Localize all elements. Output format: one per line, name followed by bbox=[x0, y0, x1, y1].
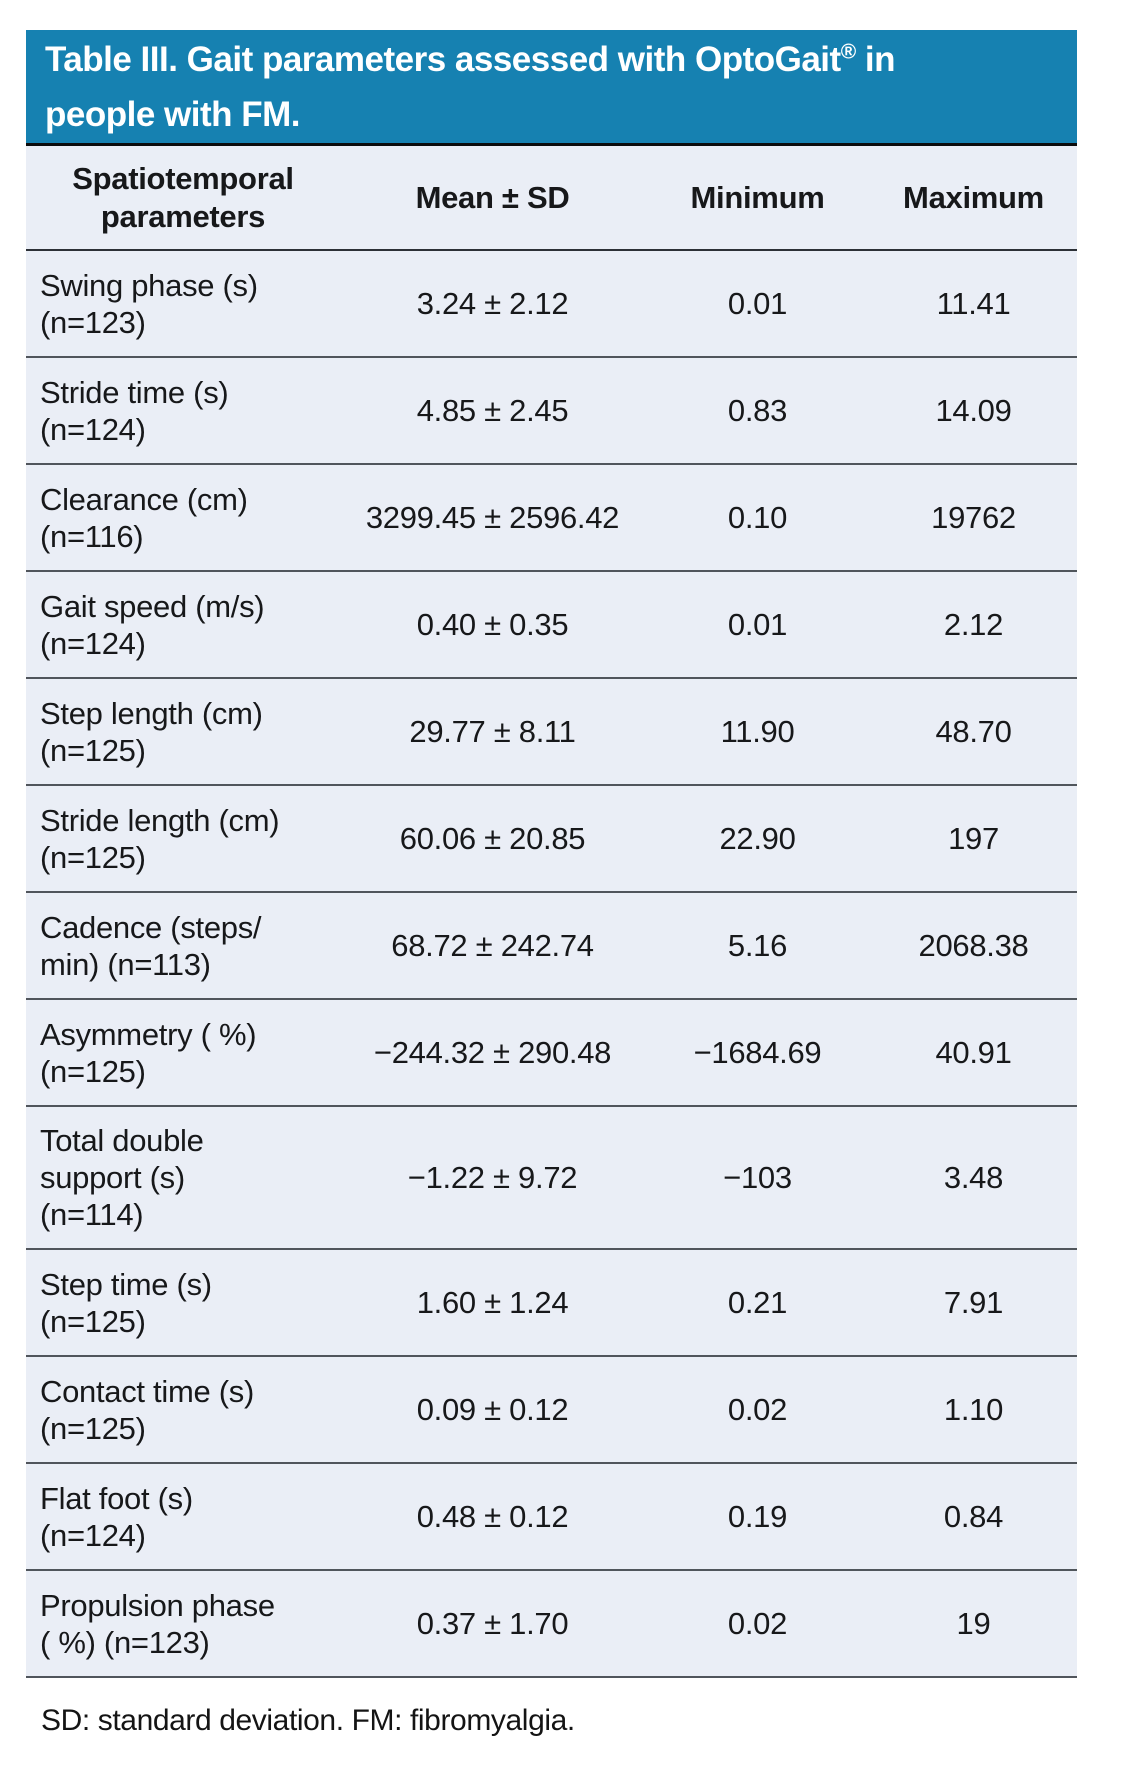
mean-sd-cell: −1.22 ± 9.72 bbox=[407, 1159, 578, 1195]
table-row-swing-phase: Swing phase (s) (n=123) 3.24 ± 2.12 0.01… bbox=[26, 251, 1077, 358]
param-cell: Step length (cm) (n=125) bbox=[40, 695, 263, 768]
max-cell: 7.91 bbox=[943, 1284, 1004, 1320]
table-row-flat-foot: Flat foot (s) (n=124) 0.48 ± 0.12 0.19 0… bbox=[26, 1464, 1077, 1571]
max-cell: 40.91 bbox=[935, 1034, 1012, 1070]
min-cell: 0.19 bbox=[727, 1498, 788, 1534]
column-header-row: Spatiotemporal parameters Mean ± SD Mini… bbox=[26, 146, 1077, 251]
param-cell: Stride time (s) (n=124) bbox=[40, 374, 229, 447]
mean-sd-cell: 4.85 ± 2.45 bbox=[416, 392, 569, 428]
param-cell: Clearance (cm) (n=116) bbox=[40, 481, 248, 554]
param-cell: Gait speed (m/s) (n=124) bbox=[40, 588, 265, 661]
max-cell: 2068.38 bbox=[918, 927, 1029, 963]
param-cell: Total double support (s) (n=114) bbox=[40, 1123, 204, 1232]
min-cell: 0.02 bbox=[727, 1605, 788, 1641]
table-row-stride-length: Stride length (cm) (n=125) 60.06 ± 20.85… bbox=[26, 786, 1077, 893]
mean-sd-cell: 0.37 ± 1.70 bbox=[416, 1605, 569, 1641]
param-cell: Swing phase (s) (n=123) bbox=[40, 267, 258, 340]
table-row-cadence: Cadence (steps/ min) (n=113) 68.72 ± 242… bbox=[26, 893, 1077, 1000]
mean-sd-cell: 3.24 ± 2.12 bbox=[416, 285, 569, 321]
gait-parameters-table: Table III. Gait parameters assessed with… bbox=[26, 30, 1077, 1738]
min-cell: 11.90 bbox=[720, 713, 795, 749]
param-cell: Step time (s) (n=125) bbox=[40, 1266, 212, 1339]
table-row-clearance: Clearance (cm) (n=116) 3299.45 ± 2596.42… bbox=[26, 465, 1077, 572]
min-cell: 0.01 bbox=[727, 285, 788, 321]
min-cell: 0.02 bbox=[727, 1391, 788, 1427]
max-cell: 19762 bbox=[931, 499, 1016, 535]
min-cell: −103 bbox=[723, 1159, 792, 1195]
max-cell: 1.10 bbox=[943, 1391, 1004, 1427]
table-row-total-double-support: Total double support (s) (n=114) −1.22 ±… bbox=[26, 1107, 1077, 1250]
min-cell: 0.01 bbox=[727, 606, 788, 642]
mean-sd-cell: 1.60 ± 1.24 bbox=[416, 1284, 569, 1320]
mean-sd-cell: 0.40 ± 0.35 bbox=[416, 606, 569, 642]
column-header-spatiotemporal-parameters: Spatiotemporal parameters bbox=[72, 160, 294, 234]
param-cell: Contact time (s) (n=125) bbox=[40, 1373, 254, 1446]
mean-sd-cell: 0.09 ± 0.12 bbox=[416, 1391, 569, 1427]
max-cell: 19 bbox=[956, 1605, 991, 1641]
min-cell: 22.90 bbox=[719, 820, 796, 856]
table-row-stride-time: Stride time (s) (n=124) 4.85 ± 2.45 0.83… bbox=[26, 358, 1077, 465]
max-cell: 48.70 bbox=[935, 713, 1012, 749]
table-footnote: SD: standard deviation. FM: fibromyalgia… bbox=[41, 1704, 575, 1737]
table-row-gait-speed: Gait speed (m/s) (n=124) 0.40 ± 0.35 0.0… bbox=[26, 572, 1077, 679]
registered-trademark-symbol: ® bbox=[840, 40, 856, 64]
param-cell: Cadence (steps/ min) (n=113) bbox=[40, 909, 262, 982]
mean-sd-cell: 60.06 ± 20.85 bbox=[399, 820, 586, 856]
title-text-post: in bbox=[855, 40, 896, 79]
min-cell: 0.10 bbox=[727, 499, 788, 535]
table-row-step-time: Step time (s) (n=125) 1.60 ± 1.24 0.21 7… bbox=[26, 1250, 1077, 1357]
table-row-step-length: Step length (cm) (n=125) 29.77 ± 8.11 11… bbox=[26, 679, 1077, 786]
column-header-mean-sd: Mean ± SD bbox=[415, 179, 570, 215]
max-cell: 3.48 bbox=[943, 1159, 1004, 1195]
table-row-contact-time: Contact time (s) (n=125) 0.09 ± 0.12 0.0… bbox=[26, 1357, 1077, 1464]
param-cell: Propulsion phase ( %) (n=123) bbox=[40, 1587, 275, 1660]
mean-sd-cell: 3299.45 ± 2596.42 bbox=[365, 499, 620, 535]
max-cell: 197 bbox=[948, 820, 999, 856]
column-header-minimum: Minimum bbox=[690, 179, 825, 215]
table-row-asymmetry: Asymmetry ( %) (n=125) −244.32 ± 290.48 … bbox=[26, 1000, 1077, 1107]
mean-sd-cell: 68.72 ± 242.74 bbox=[391, 927, 594, 963]
table-row-propulsion-phase: Propulsion phase ( %) (n=123) 0.37 ± 1.7… bbox=[26, 1571, 1077, 1678]
max-cell: 11.41 bbox=[936, 285, 1011, 321]
param-cell: Asymmetry ( %) (n=125) bbox=[40, 1016, 257, 1089]
mean-sd-cell: −244.32 ± 290.48 bbox=[373, 1034, 612, 1070]
title-text-pre: Table III. Gait parameters assessed with… bbox=[45, 40, 841, 79]
param-cell: Stride length (cm) (n=125) bbox=[40, 802, 280, 875]
max-cell: 14.09 bbox=[935, 392, 1012, 428]
table-title-line-1: Table III. Gait parameters assessed with… bbox=[45, 32, 1067, 87]
min-cell: 5.16 bbox=[727, 927, 788, 963]
table-title: Table III. Gait parameters assessed with… bbox=[26, 30, 1077, 146]
table-title-line-2: people with FM. bbox=[45, 95, 300, 134]
column-header-maximum: Maximum bbox=[903, 179, 1044, 215]
min-cell: −1684.69 bbox=[693, 1034, 822, 1070]
mean-sd-cell: 29.77 ± 8.11 bbox=[409, 713, 576, 749]
max-cell: 2.12 bbox=[943, 606, 1004, 642]
param-cell: Flat foot (s) (n=124) bbox=[40, 1480, 193, 1553]
max-cell: 0.84 bbox=[943, 1498, 1004, 1534]
mean-sd-cell: 0.48 ± 0.12 bbox=[416, 1498, 569, 1534]
min-cell: 0.21 bbox=[727, 1284, 788, 1320]
min-cell: 0.83 bbox=[727, 392, 788, 428]
